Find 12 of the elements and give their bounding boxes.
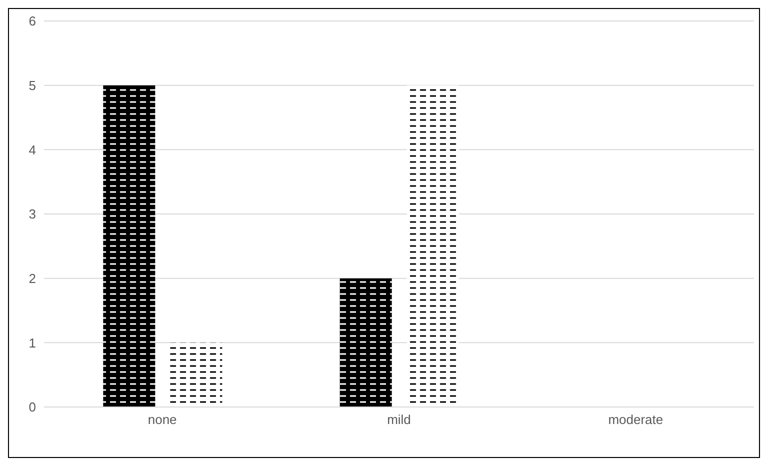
y-tick-label: 3	[28, 206, 36, 222]
x-tick-label: mild	[387, 412, 411, 428]
y-tick-label: 2	[28, 270, 36, 286]
bar	[103, 85, 156, 407]
y-tick-label: 6	[28, 14, 36, 29]
bar	[340, 278, 392, 407]
y-tick-label: 4	[28, 142, 36, 158]
y-tick-label: 1	[28, 335, 36, 350]
x-tick-label: moderate	[608, 412, 664, 428]
x-tick-label: none	[148, 412, 177, 428]
y-tick-label: 5	[28, 78, 36, 93]
y-tick-label: 0	[28, 400, 36, 415]
